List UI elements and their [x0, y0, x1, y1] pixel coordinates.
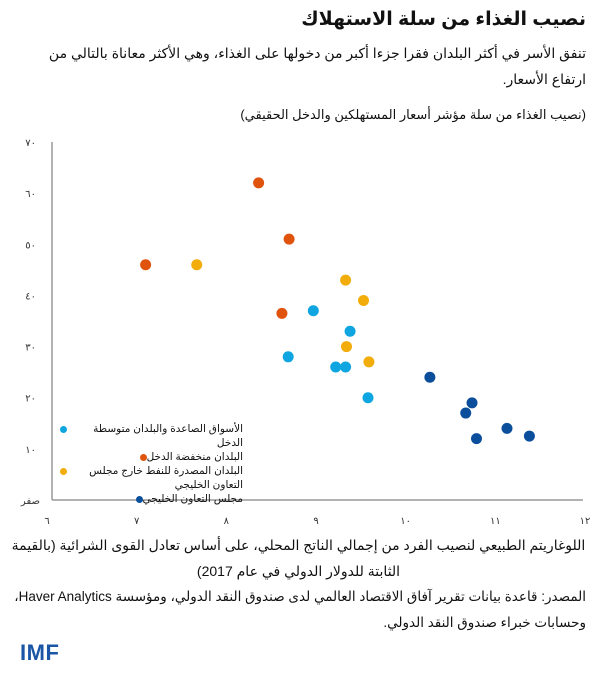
data-point [424, 371, 436, 383]
y-tick-label: ٦٠ [25, 189, 36, 200]
legend-label: الأسواق الصاعدة والبلدان متوسطة الدخل [93, 423, 243, 449]
legend-item: الأسواق الصاعدة والبلدان متوسطة الدخل [58, 422, 243, 450]
data-point [330, 361, 342, 373]
data-point [363, 356, 375, 368]
x-axis-label: اللوغاريتم الطبيعي لنصيب الفرد من إجمالي… [11, 537, 586, 579]
data-point [358, 295, 370, 307]
data-point [466, 397, 478, 409]
x-tick-label: ٨ [224, 516, 230, 527]
y-tick-label: ٤٠ [25, 291, 36, 302]
legend-label: البلدان المصدرة للنفط خارج مجلس التعاون … [89, 465, 243, 491]
legend-label: البلدان منخفضة الدخل [146, 451, 243, 463]
data-point [340, 341, 352, 353]
data-point [283, 233, 295, 245]
data-point [340, 361, 352, 373]
y-tick-label: ٧٠ [25, 138, 36, 149]
y-tick-label: صفر [20, 496, 40, 507]
y-tick-label: ٣٠ [25, 343, 36, 354]
data-point [344, 325, 356, 337]
data-point [140, 259, 152, 271]
x-tick-label: ٧ [134, 516, 140, 527]
imf-logo: IMF [20, 640, 60, 665]
x-tick-label: ١٠ [400, 516, 411, 527]
legend-item: مجلس التعاون الخليجي [58, 492, 243, 506]
x-tick-label: ١٢ [580, 516, 591, 527]
data-point [501, 422, 513, 434]
legend-marker-icon [139, 454, 147, 461]
data-point [471, 433, 483, 445]
data-point [523, 430, 535, 442]
data-point [362, 392, 374, 404]
x-tick-label: ٦ [44, 516, 49, 527]
legend-item: البلدان منخفضة الدخل [58, 450, 243, 464]
x-tick-label: ٩ [313, 516, 318, 527]
x-tick-label: ١١ [490, 516, 501, 527]
data-point [282, 351, 294, 363]
legend-marker-icon [60, 468, 67, 475]
legend-marker-icon [135, 496, 143, 503]
data-point [276, 307, 288, 319]
legend-item: البلدان المصدرة للنفط خارج مجلس التعاون … [58, 464, 243, 492]
chart-legend: الأسواق الصاعدة والبلدان متوسطة الدخل الب… [58, 422, 243, 506]
data-point [307, 305, 319, 317]
y-tick-label: ١٠ [25, 445, 36, 456]
legend-marker-icon [60, 426, 67, 433]
data-point [191, 259, 203, 271]
chart-unit-label: (نصيب الغذاء من سلة مؤشر أسعار المستهلكي… [240, 107, 586, 122]
y-tick-label: ٢٠ [25, 394, 36, 405]
data-point [253, 177, 265, 189]
chart-title: نصيب الغذاء من سلة الاستهلاك [301, 9, 586, 30]
legend-label: مجلس التعاون الخليجي [142, 493, 244, 505]
source-note: المصدر: قاعدة بيانات تقرير آفاق الاقتصاد… [14, 589, 586, 630]
chart-subtitle: تنفق الأسر في أكثر البلدان فقرا جزءا أكب… [48, 45, 586, 87]
data-point [340, 274, 352, 286]
scatter-chart: صفر ١٠ ٢٠ ٣٠ ٤٠ ٥٠ ٦٠ ٧٠ ٦ ٧ ٨ ٩ ١٠ ١١ ١٢ الأسواق الصا… [0, 130, 600, 530]
y-tick-label: ٥٠ [25, 240, 36, 251]
data-point [460, 407, 472, 419]
